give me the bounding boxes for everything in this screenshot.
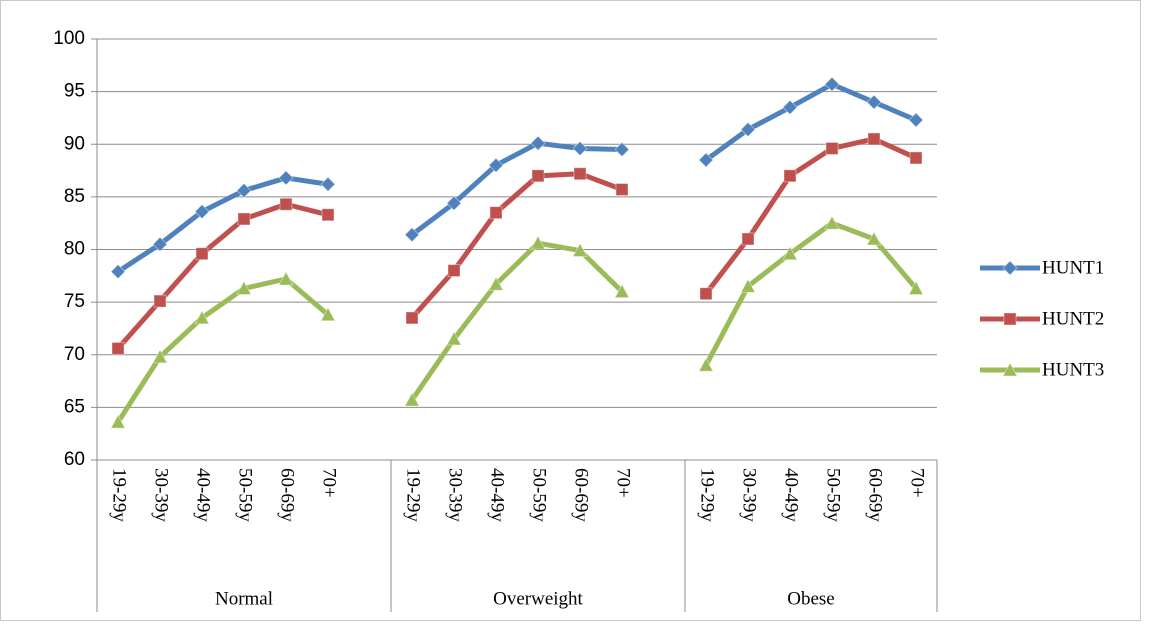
x-tick-label: 30-39y <box>445 468 466 522</box>
point-marker <box>278 270 294 286</box>
point-marker <box>110 414 126 429</box>
legend-marker <box>1002 361 1018 377</box>
point-marker <box>236 280 252 295</box>
point-marker <box>698 152 714 168</box>
point-marker <box>405 311 419 325</box>
point-marker <box>152 236 168 252</box>
x-tick-label: 30-39y <box>739 468 760 522</box>
point-marker <box>740 278 756 293</box>
group-label: Normal <box>215 588 273 609</box>
x-tick-label: 70+ <box>319 468 340 498</box>
point-marker <box>573 167 587 181</box>
point-marker <box>741 232 755 246</box>
point-marker <box>446 330 462 346</box>
point-marker <box>572 242 588 258</box>
x-tick-label: 19-29y <box>109 468 130 522</box>
y-tick-label: 95 <box>64 81 85 102</box>
point-marker <box>783 169 797 183</box>
y-tick-label: 80 <box>64 239 85 260</box>
point-marker <box>153 294 167 308</box>
y-tick-label: 90 <box>64 133 85 154</box>
point-marker <box>782 99 798 116</box>
point-marker <box>530 135 546 151</box>
x-tick-label: 19-29y <box>697 468 718 522</box>
point-marker <box>908 280 924 295</box>
point-marker <box>530 235 546 250</box>
x-tick-label: 60-69y <box>277 468 298 522</box>
y-tick-label: 70 <box>64 344 85 365</box>
group-label: Overweight <box>493 588 583 609</box>
series-line <box>116 81 917 274</box>
point-marker <box>909 151 923 165</box>
point-marker <box>699 287 713 301</box>
x-tick-label: 40-49y <box>487 468 508 522</box>
x-tick-label: 40-49y <box>193 468 214 522</box>
x-tick-label: 60-69y <box>571 468 592 522</box>
point-marker <box>237 212 251 226</box>
point-marker <box>614 141 630 158</box>
point-marker <box>867 132 881 146</box>
point-marker <box>825 141 839 155</box>
x-tick-label: 19-29y <box>403 468 424 522</box>
point-marker <box>110 263 126 280</box>
x-tick-label: 70+ <box>907 468 928 498</box>
point-marker <box>320 176 336 192</box>
legend-label: HUNT1 <box>1042 257 1104 278</box>
point-marker <box>740 121 756 138</box>
point-marker <box>446 195 462 211</box>
point-marker <box>866 94 882 110</box>
group-label: Obese <box>787 588 834 609</box>
x-tick-label: 60-69y <box>865 468 886 522</box>
x-tick-label: 50-59y <box>823 468 844 522</box>
point-marker <box>908 112 924 128</box>
legend-label: HUNT3 <box>1042 359 1104 380</box>
point-marker <box>194 203 210 220</box>
point-marker <box>321 208 335 222</box>
point-marker <box>489 206 503 220</box>
point-marker <box>404 227 420 243</box>
legend-label: HUNT2 <box>1042 308 1104 329</box>
point-marker <box>447 264 461 278</box>
point-marker <box>824 215 840 230</box>
point-marker <box>614 283 630 299</box>
point-marker <box>615 183 629 197</box>
y-tick-label: 60 <box>64 449 85 470</box>
x-tick-label: 50-59y <box>529 468 550 522</box>
point-marker <box>782 245 798 261</box>
point-marker <box>698 357 714 372</box>
point-marker <box>279 197 293 211</box>
x-tick-label: 30-39y <box>151 468 172 522</box>
legend-marker <box>1003 312 1017 326</box>
point-marker <box>824 76 840 92</box>
point-marker <box>278 170 294 186</box>
legend-marker <box>1002 260 1018 276</box>
y-tick-label: 75 <box>64 291 85 312</box>
series-line <box>115 220 918 424</box>
point-marker <box>531 169 545 183</box>
y-tick-label: 65 <box>64 396 85 417</box>
y-tick-label: 85 <box>64 186 85 207</box>
point-marker <box>236 182 252 199</box>
point-marker <box>195 247 209 261</box>
series-line <box>116 136 918 351</box>
point-marker <box>320 306 336 322</box>
point-marker <box>488 276 504 291</box>
x-tick-label: 70+ <box>613 468 634 498</box>
point-marker <box>866 230 882 246</box>
point-marker <box>404 391 420 407</box>
x-tick-label: 40-49y <box>781 468 802 522</box>
point-marker <box>194 309 210 325</box>
x-tick-label: 50-59y <box>235 468 256 522</box>
point-marker <box>488 157 504 174</box>
y-tick-label: 100 <box>53 28 85 49</box>
point-marker <box>111 341 125 355</box>
point-marker <box>152 348 168 364</box>
point-marker <box>572 140 588 157</box>
